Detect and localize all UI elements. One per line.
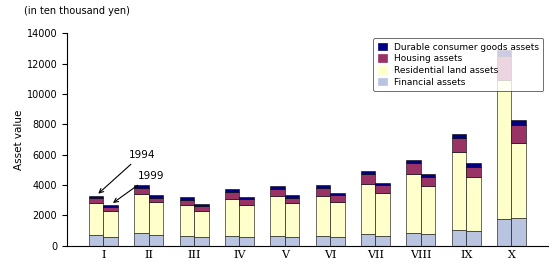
Bar bbox=[406, 163, 421, 174]
Bar bbox=[316, 187, 330, 196]
Bar bbox=[511, 120, 526, 125]
Bar bbox=[330, 202, 345, 237]
Bar bbox=[511, 218, 526, 246]
Bar bbox=[466, 167, 481, 177]
Bar bbox=[421, 186, 435, 234]
Bar bbox=[361, 184, 376, 234]
Bar bbox=[134, 185, 149, 188]
Bar bbox=[270, 236, 285, 246]
Bar bbox=[376, 193, 390, 236]
Bar bbox=[421, 177, 435, 186]
Bar bbox=[316, 196, 330, 236]
Bar bbox=[103, 237, 118, 246]
Bar bbox=[103, 211, 118, 237]
Bar bbox=[316, 236, 330, 246]
Bar bbox=[285, 198, 299, 203]
Bar bbox=[239, 237, 254, 246]
Bar bbox=[421, 234, 435, 246]
Bar bbox=[497, 56, 511, 80]
Bar bbox=[149, 195, 163, 198]
Bar bbox=[134, 234, 149, 246]
Bar bbox=[452, 152, 466, 230]
Bar bbox=[497, 219, 511, 246]
Bar bbox=[194, 237, 209, 246]
Bar bbox=[497, 80, 511, 219]
Bar bbox=[406, 174, 421, 233]
Bar bbox=[103, 205, 118, 206]
Bar bbox=[406, 233, 421, 246]
Bar bbox=[194, 204, 209, 206]
Bar bbox=[239, 205, 254, 237]
Bar bbox=[376, 236, 390, 246]
Bar bbox=[134, 194, 149, 234]
Bar bbox=[179, 236, 194, 246]
Bar bbox=[225, 189, 239, 192]
Bar bbox=[225, 199, 239, 236]
Bar bbox=[270, 189, 285, 196]
Bar bbox=[361, 174, 376, 184]
Bar bbox=[361, 171, 376, 174]
Bar bbox=[89, 198, 103, 203]
Bar bbox=[270, 186, 285, 189]
Bar bbox=[270, 196, 285, 236]
Bar bbox=[316, 185, 330, 187]
Bar bbox=[285, 203, 299, 237]
Bar bbox=[376, 185, 390, 193]
Bar bbox=[466, 231, 481, 246]
Bar bbox=[194, 206, 209, 211]
Bar bbox=[194, 211, 209, 237]
Bar bbox=[511, 143, 526, 218]
Bar bbox=[330, 237, 345, 246]
Bar bbox=[421, 174, 435, 177]
Bar bbox=[149, 235, 163, 246]
Bar bbox=[149, 198, 163, 202]
Bar bbox=[225, 192, 239, 199]
Bar bbox=[330, 195, 345, 202]
Bar bbox=[239, 199, 254, 205]
Bar bbox=[452, 138, 466, 152]
Bar bbox=[103, 206, 118, 211]
Bar bbox=[466, 163, 481, 167]
Bar bbox=[89, 196, 103, 198]
Bar bbox=[330, 193, 345, 195]
Text: 1999: 1999 bbox=[114, 171, 164, 202]
Text: (in ten thousand yen): (in ten thousand yen) bbox=[24, 6, 130, 16]
Bar bbox=[285, 237, 299, 246]
Bar bbox=[89, 235, 103, 246]
Bar bbox=[361, 234, 376, 246]
Bar bbox=[134, 188, 149, 194]
Bar bbox=[376, 183, 390, 185]
Bar bbox=[285, 195, 299, 198]
Text: 1994: 1994 bbox=[99, 150, 155, 193]
Bar bbox=[179, 197, 194, 200]
Bar bbox=[497, 50, 511, 56]
Bar bbox=[179, 205, 194, 236]
Bar bbox=[406, 160, 421, 163]
Bar bbox=[452, 134, 466, 138]
Bar bbox=[149, 202, 163, 235]
Bar bbox=[452, 230, 466, 246]
Bar bbox=[466, 177, 481, 231]
Bar bbox=[89, 203, 103, 235]
Bar bbox=[225, 236, 239, 246]
Legend: Durable consumer goods assets, Housing assets, Residential land assets, Financia: Durable consumer goods assets, Housing a… bbox=[373, 38, 543, 91]
Y-axis label: Asset value: Asset value bbox=[14, 109, 24, 170]
Bar bbox=[239, 197, 254, 199]
Bar bbox=[179, 200, 194, 205]
Bar bbox=[511, 125, 526, 143]
